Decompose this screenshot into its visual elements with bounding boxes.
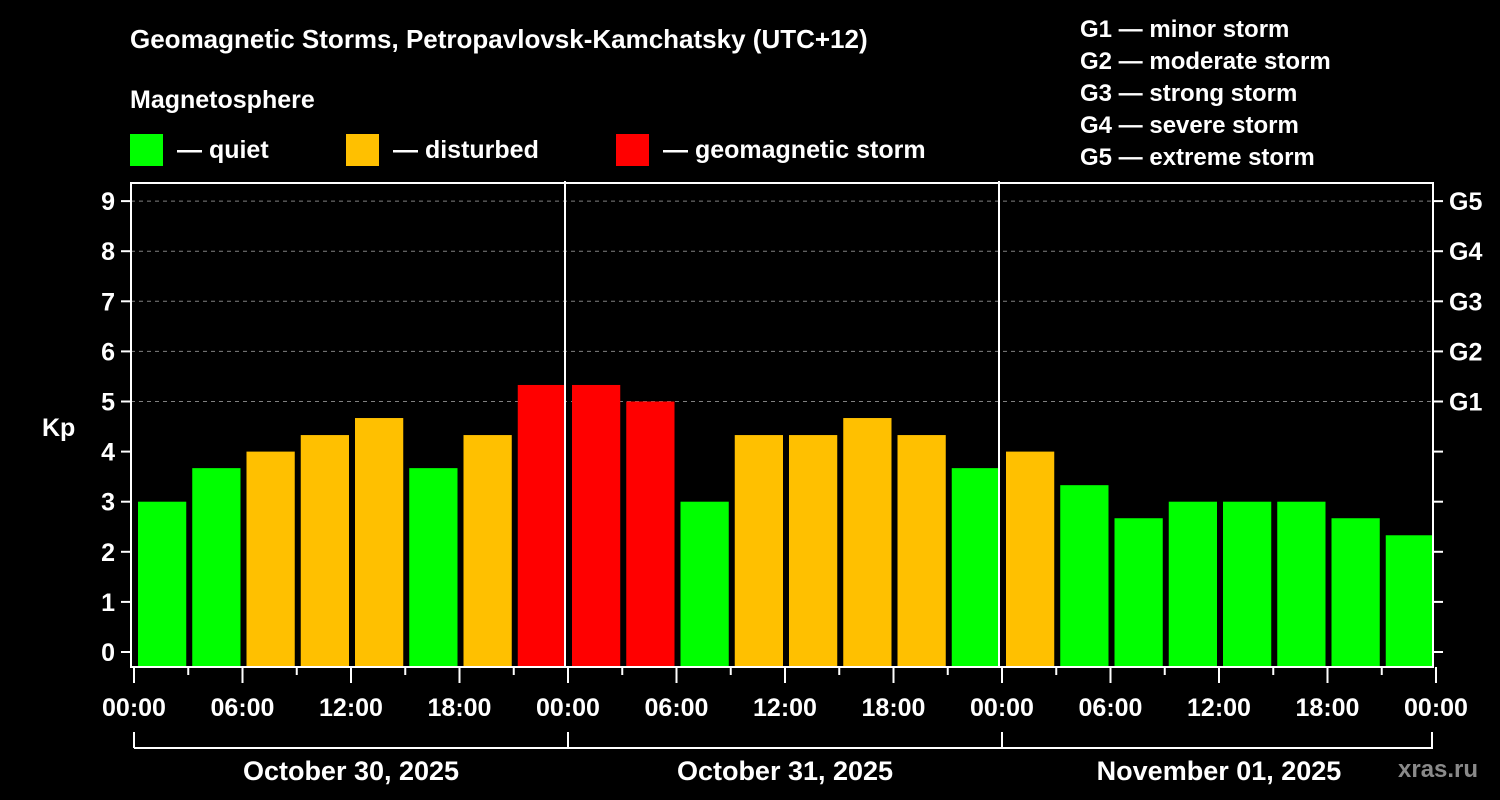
y-tick-label: 9 bbox=[101, 188, 115, 216]
y-tick-label: 3 bbox=[101, 489, 115, 517]
x-tick-label: 18:00 bbox=[1296, 694, 1360, 722]
g-scale-legend: G1 — minor storm G2 — moderate storm G3 … bbox=[1080, 14, 1331, 174]
kp-bar bbox=[897, 435, 946, 666]
x-tick-label: 00:00 bbox=[102, 694, 166, 722]
x-tick-label: 12:00 bbox=[753, 694, 817, 722]
kp-bar bbox=[517, 384, 566, 666]
plot-frame bbox=[130, 182, 1434, 668]
kp-bar bbox=[409, 468, 458, 666]
kp-bar bbox=[1223, 501, 1272, 666]
g1-legend: G1 — minor storm bbox=[1080, 16, 1290, 43]
g5-legend: G5 — extreme storm bbox=[1080, 144, 1315, 171]
y-tick-label: 8 bbox=[101, 238, 115, 266]
kp-bar bbox=[789, 435, 838, 666]
y-tick-label: 1 bbox=[101, 589, 115, 617]
kp-bar bbox=[1060, 485, 1109, 666]
legend-label: — disturbed bbox=[393, 135, 539, 164]
kp-bar bbox=[300, 435, 349, 666]
x-tick-label: 18:00 bbox=[428, 694, 492, 722]
g-scale-label: G5 bbox=[1449, 188, 1482, 216]
quiet-swatch bbox=[130, 134, 163, 166]
kp-bar bbox=[246, 451, 295, 666]
kp-bar bbox=[1277, 501, 1326, 666]
legend-storm: — geomagnetic storm bbox=[616, 134, 926, 166]
disturbed-swatch bbox=[346, 134, 379, 166]
watermark: xras.ru bbox=[1398, 756, 1479, 783]
y-tick-label: 2 bbox=[101, 539, 115, 567]
bars bbox=[138, 384, 1434, 666]
kp-bar bbox=[1385, 535, 1434, 666]
x-tick-label: 06:00 bbox=[1079, 694, 1143, 722]
axes bbox=[121, 181, 1443, 749]
y-tick-label: 0 bbox=[101, 639, 115, 667]
kp-bar bbox=[951, 468, 1000, 666]
g3-legend: G3 — strong storm bbox=[1080, 80, 1298, 107]
legend-disturbed: — disturbed bbox=[346, 134, 539, 166]
date-label: November 01, 2025 bbox=[1097, 756, 1342, 786]
kp-bar bbox=[1006, 451, 1055, 666]
kp-bar bbox=[1168, 501, 1217, 666]
y-tick-label: 7 bbox=[101, 288, 115, 316]
kp-bar bbox=[843, 418, 892, 666]
chart-title: Geomagnetic Storms, Petropavlovsk-Kamcha… bbox=[130, 24, 868, 54]
x-tick-label: 06:00 bbox=[645, 694, 709, 722]
kp-bar bbox=[626, 401, 675, 666]
kp-bar bbox=[572, 384, 621, 666]
kp-bar bbox=[138, 501, 187, 666]
kp-bar bbox=[1114, 518, 1163, 666]
legend-quiet: — quiet bbox=[130, 134, 269, 166]
g-scale-label: G3 bbox=[1449, 288, 1482, 316]
kp-bar bbox=[192, 468, 241, 666]
g2-legend: G2 — moderate storm bbox=[1080, 48, 1331, 75]
y-axis-label: Kp bbox=[42, 414, 75, 442]
kp-bar bbox=[355, 418, 404, 666]
g-scale-label: G4 bbox=[1449, 238, 1482, 266]
x-tick-label: 00:00 bbox=[970, 694, 1034, 722]
axis-labels: 0 1 2 3 4 5 6 7 8 9 G1 G2 G3 G4 G5 Kp 00:00 06:00 12:00 18:… bbox=[42, 188, 1482, 786]
legend-heading: Magnetosphere bbox=[130, 86, 315, 114]
y-tick-label: 4 bbox=[101, 439, 115, 467]
kp-bar bbox=[680, 501, 729, 666]
kp-bar bbox=[1331, 518, 1380, 666]
y-tick-label: 6 bbox=[101, 338, 115, 366]
date-label: October 31, 2025 bbox=[677, 756, 893, 786]
x-tick-label: 12:00 bbox=[1187, 694, 1251, 722]
x-tick-label: 06:00 bbox=[211, 694, 275, 722]
x-tick-label: 12:00 bbox=[319, 694, 383, 722]
legend-label: — geomagnetic storm bbox=[663, 135, 926, 164]
kp-bar bbox=[463, 435, 512, 666]
legend-label: — quiet bbox=[177, 135, 269, 164]
date-label: October 30, 2025 bbox=[243, 756, 459, 786]
x-tick-label: 00:00 bbox=[1404, 694, 1468, 722]
x-tick-label: 00:00 bbox=[536, 694, 600, 722]
y-tick-label: 5 bbox=[101, 389, 115, 417]
g-scale-label: G1 bbox=[1449, 389, 1482, 417]
g4-legend: G4 — severe storm bbox=[1080, 112, 1299, 139]
x-tick-label: 18:00 bbox=[862, 694, 926, 722]
kp-bar bbox=[734, 435, 783, 666]
grid-lines bbox=[131, 200, 1433, 402]
g-scale-label: G2 bbox=[1449, 338, 1482, 366]
storm-swatch bbox=[616, 134, 649, 166]
